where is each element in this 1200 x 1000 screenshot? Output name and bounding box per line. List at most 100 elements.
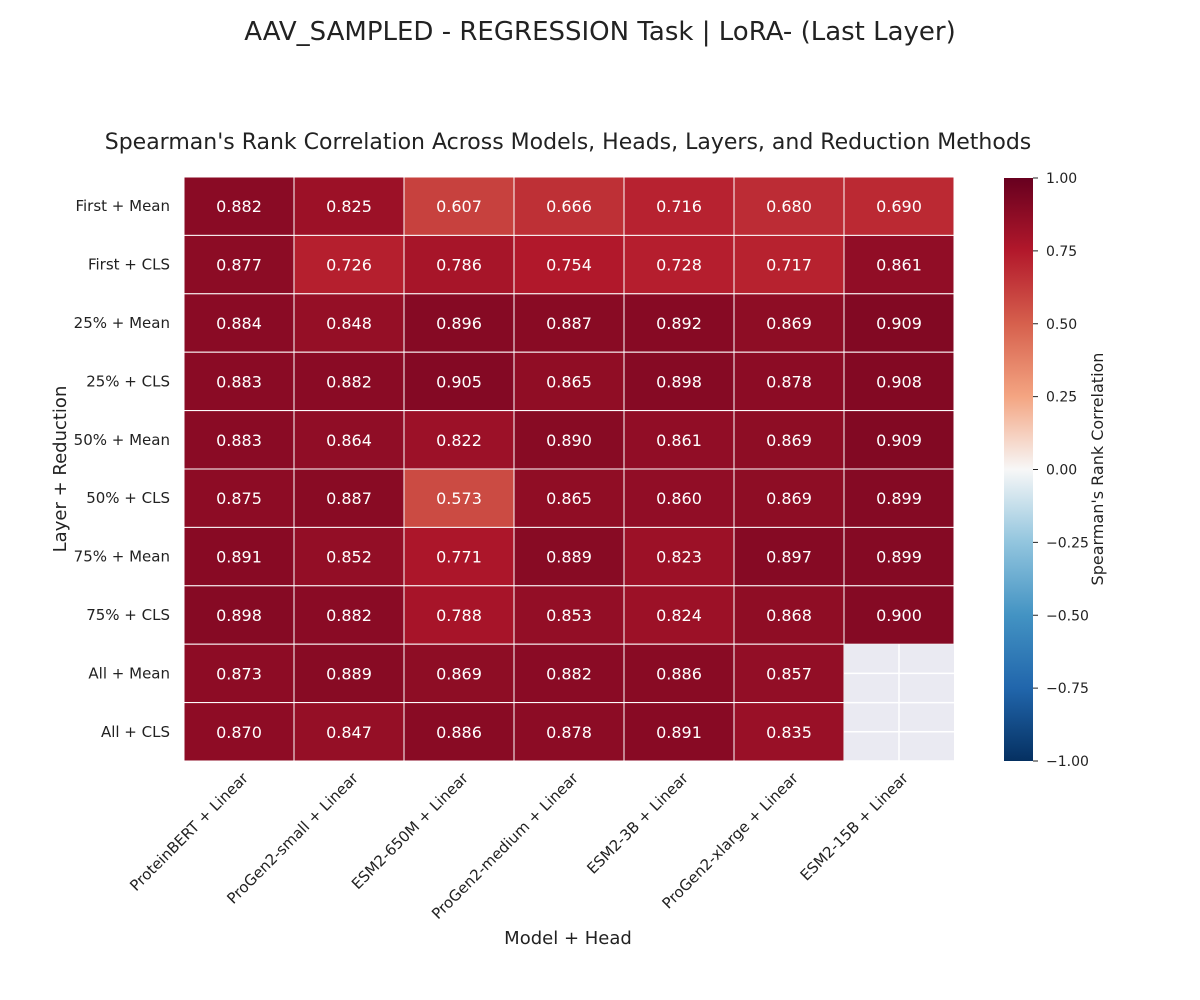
heatmap-cell-value: 0.897 xyxy=(766,548,812,567)
heatmap-cell xyxy=(293,702,405,762)
heatmap-cell-value: 0.869 xyxy=(766,431,812,450)
heatmap-cell xyxy=(843,351,955,412)
heatmap-cell xyxy=(183,234,295,295)
heatmap-cell xyxy=(513,526,625,587)
heatmap-cell xyxy=(513,585,625,645)
colorbar-tick-label: 0.75 xyxy=(1046,244,1077,260)
heatmap-cell xyxy=(623,234,735,295)
heatmap-cell-value: 0.892 xyxy=(656,314,702,333)
heatmap-cell-value: 0.852 xyxy=(326,548,372,567)
heatmap-cell xyxy=(183,702,295,762)
heatmap-cell-value: 0.875 xyxy=(216,489,262,508)
heatmap-cell-value: 0.887 xyxy=(546,314,592,333)
heatmap-cell-value: 0.878 xyxy=(766,372,812,391)
column-tick-label: ESM2-650M + Linear xyxy=(348,769,472,893)
heatmap-cell xyxy=(403,468,515,528)
heatmap-cell-value: 0.860 xyxy=(656,489,702,508)
heatmap-cell xyxy=(183,351,295,412)
heatmap-cell-value: 0.865 xyxy=(546,372,592,391)
heatmap-cell-value: 0.861 xyxy=(656,431,702,450)
heatmap-cell xyxy=(293,585,405,645)
row-tick-label: 50% + Mean xyxy=(74,431,170,449)
heatmap-cell xyxy=(403,643,515,704)
heatmap-cell xyxy=(183,410,295,470)
colorbar-tick-label: −0.50 xyxy=(1046,608,1089,624)
heatmap-cell-value: 0.909 xyxy=(876,314,922,333)
heatmap-cell-value: 0.891 xyxy=(216,548,262,567)
heatmap-cell-value: 0.869 xyxy=(436,664,482,683)
chart-title: Spearman's Rank Correlation Across Model… xyxy=(105,130,1032,155)
heatmap-cell-value: 0.898 xyxy=(656,372,702,391)
heatmap-cell-value: 0.754 xyxy=(546,256,592,275)
colorbar-ticks: 1.00 0.75 0.50 0.25 0.00 −0.25 −0.50 −0.75 −1.00 xyxy=(1033,171,1089,770)
heatmap-cell xyxy=(733,585,845,645)
heatmap-cell xyxy=(623,468,735,528)
heatmap-cell xyxy=(623,176,735,236)
heatmap-cell-value: 0.878 xyxy=(546,723,592,742)
colorbar-tick-label: −0.25 xyxy=(1046,535,1089,551)
heatmap-cell-value: 0.905 xyxy=(436,372,482,391)
heatmap-cell xyxy=(513,468,625,528)
heatmap-cell-labels: 0.882 0.825 0.607 0.666 0.716 0.680 0.690 0.877… xyxy=(216,197,922,742)
row-tick-label: 75% + CLS xyxy=(86,606,170,624)
heatmap-cell-value: 0.825 xyxy=(326,197,372,216)
row-tick-label: First + CLS xyxy=(88,256,170,274)
heatmap-cell xyxy=(733,176,845,236)
column-tick-label: ProteinBERT + Linear xyxy=(126,769,252,895)
heatmap-cell-value: 0.573 xyxy=(436,489,482,508)
heatmap-cell-value: 0.886 xyxy=(436,723,482,742)
column-tick-label: ESM2-15B + Linear xyxy=(797,769,913,885)
heatmap-cell xyxy=(733,293,845,353)
heatmap-cell-value: 0.666 xyxy=(546,197,592,216)
heatmap-cell xyxy=(623,643,735,704)
heatmap-cell xyxy=(623,293,735,353)
heatmap-cell xyxy=(623,702,735,762)
heatmap-cell-value: 0.900 xyxy=(876,606,922,625)
row-tick-label: First + Mean xyxy=(75,197,170,215)
row-tick-label: All + Mean xyxy=(88,664,170,682)
figure-suptitle: AAV_SAMPLED - REGRESSION Task | LoRA- (L… xyxy=(244,17,956,47)
heatmap-cell-value: 0.889 xyxy=(326,664,372,683)
heatmap-cell-value: 0.868 xyxy=(766,606,812,625)
y-axis-label: Layer + Reduction xyxy=(50,386,71,553)
heatmap-cell-value: 0.716 xyxy=(656,197,702,216)
heatmap-cell-value: 0.896 xyxy=(436,314,482,333)
heatmap-cell-value: 0.883 xyxy=(216,431,262,450)
heatmap-cell-value: 0.865 xyxy=(546,489,592,508)
row-tick-label: 75% + Mean xyxy=(74,548,170,566)
row-tick-labels: First + Mean First + CLS 25% + Mean 25% + C… xyxy=(74,197,170,741)
heatmap-cell xyxy=(183,468,295,528)
heatmap-cell-value: 0.898 xyxy=(216,606,262,625)
heatmap-cell xyxy=(843,585,955,645)
heatmap-cell-value: 0.899 xyxy=(876,548,922,567)
row-tick-label: All + CLS xyxy=(101,723,170,741)
heatmap-cell-value: 0.847 xyxy=(326,723,372,742)
heatmap-cell xyxy=(513,176,625,236)
heatmap-cell xyxy=(733,526,845,587)
colorbar-label: Spearman's Rank Correlation xyxy=(1088,353,1107,586)
heatmap-cell-value: 0.771 xyxy=(436,548,482,567)
heatmap-cell-value: 0.824 xyxy=(656,606,702,625)
heatmap-cell xyxy=(293,351,405,412)
heatmap-cell xyxy=(513,293,625,353)
heatmap-cell xyxy=(403,526,515,587)
heatmap-cell-value: 0.869 xyxy=(766,314,812,333)
colorbar-tick-label: −0.75 xyxy=(1046,681,1089,697)
heatmap-cell xyxy=(293,468,405,528)
heatmap-cell-value: 0.870 xyxy=(216,723,262,742)
heatmap-cell-value: 0.886 xyxy=(656,664,702,683)
heatmap-cells xyxy=(183,176,955,762)
heatmap-cell xyxy=(403,410,515,470)
row-tick-label: 25% + CLS xyxy=(86,372,170,390)
heatmap-cell-value: 0.869 xyxy=(766,489,812,508)
heatmap-cell-value: 0.690 xyxy=(876,197,922,216)
heatmap-cell-value: 0.899 xyxy=(876,489,922,508)
heatmap-cell-value: 0.882 xyxy=(216,197,262,216)
heatmap-cell xyxy=(183,585,295,645)
heatmap-cell-value: 0.882 xyxy=(326,372,372,391)
column-tick-label: ESM2-3B + Linear xyxy=(583,769,692,878)
heatmap-cell-value: 0.882 xyxy=(546,664,592,683)
heatmap-cell xyxy=(403,702,515,762)
heatmap-cell-value: 0.889 xyxy=(546,548,592,567)
